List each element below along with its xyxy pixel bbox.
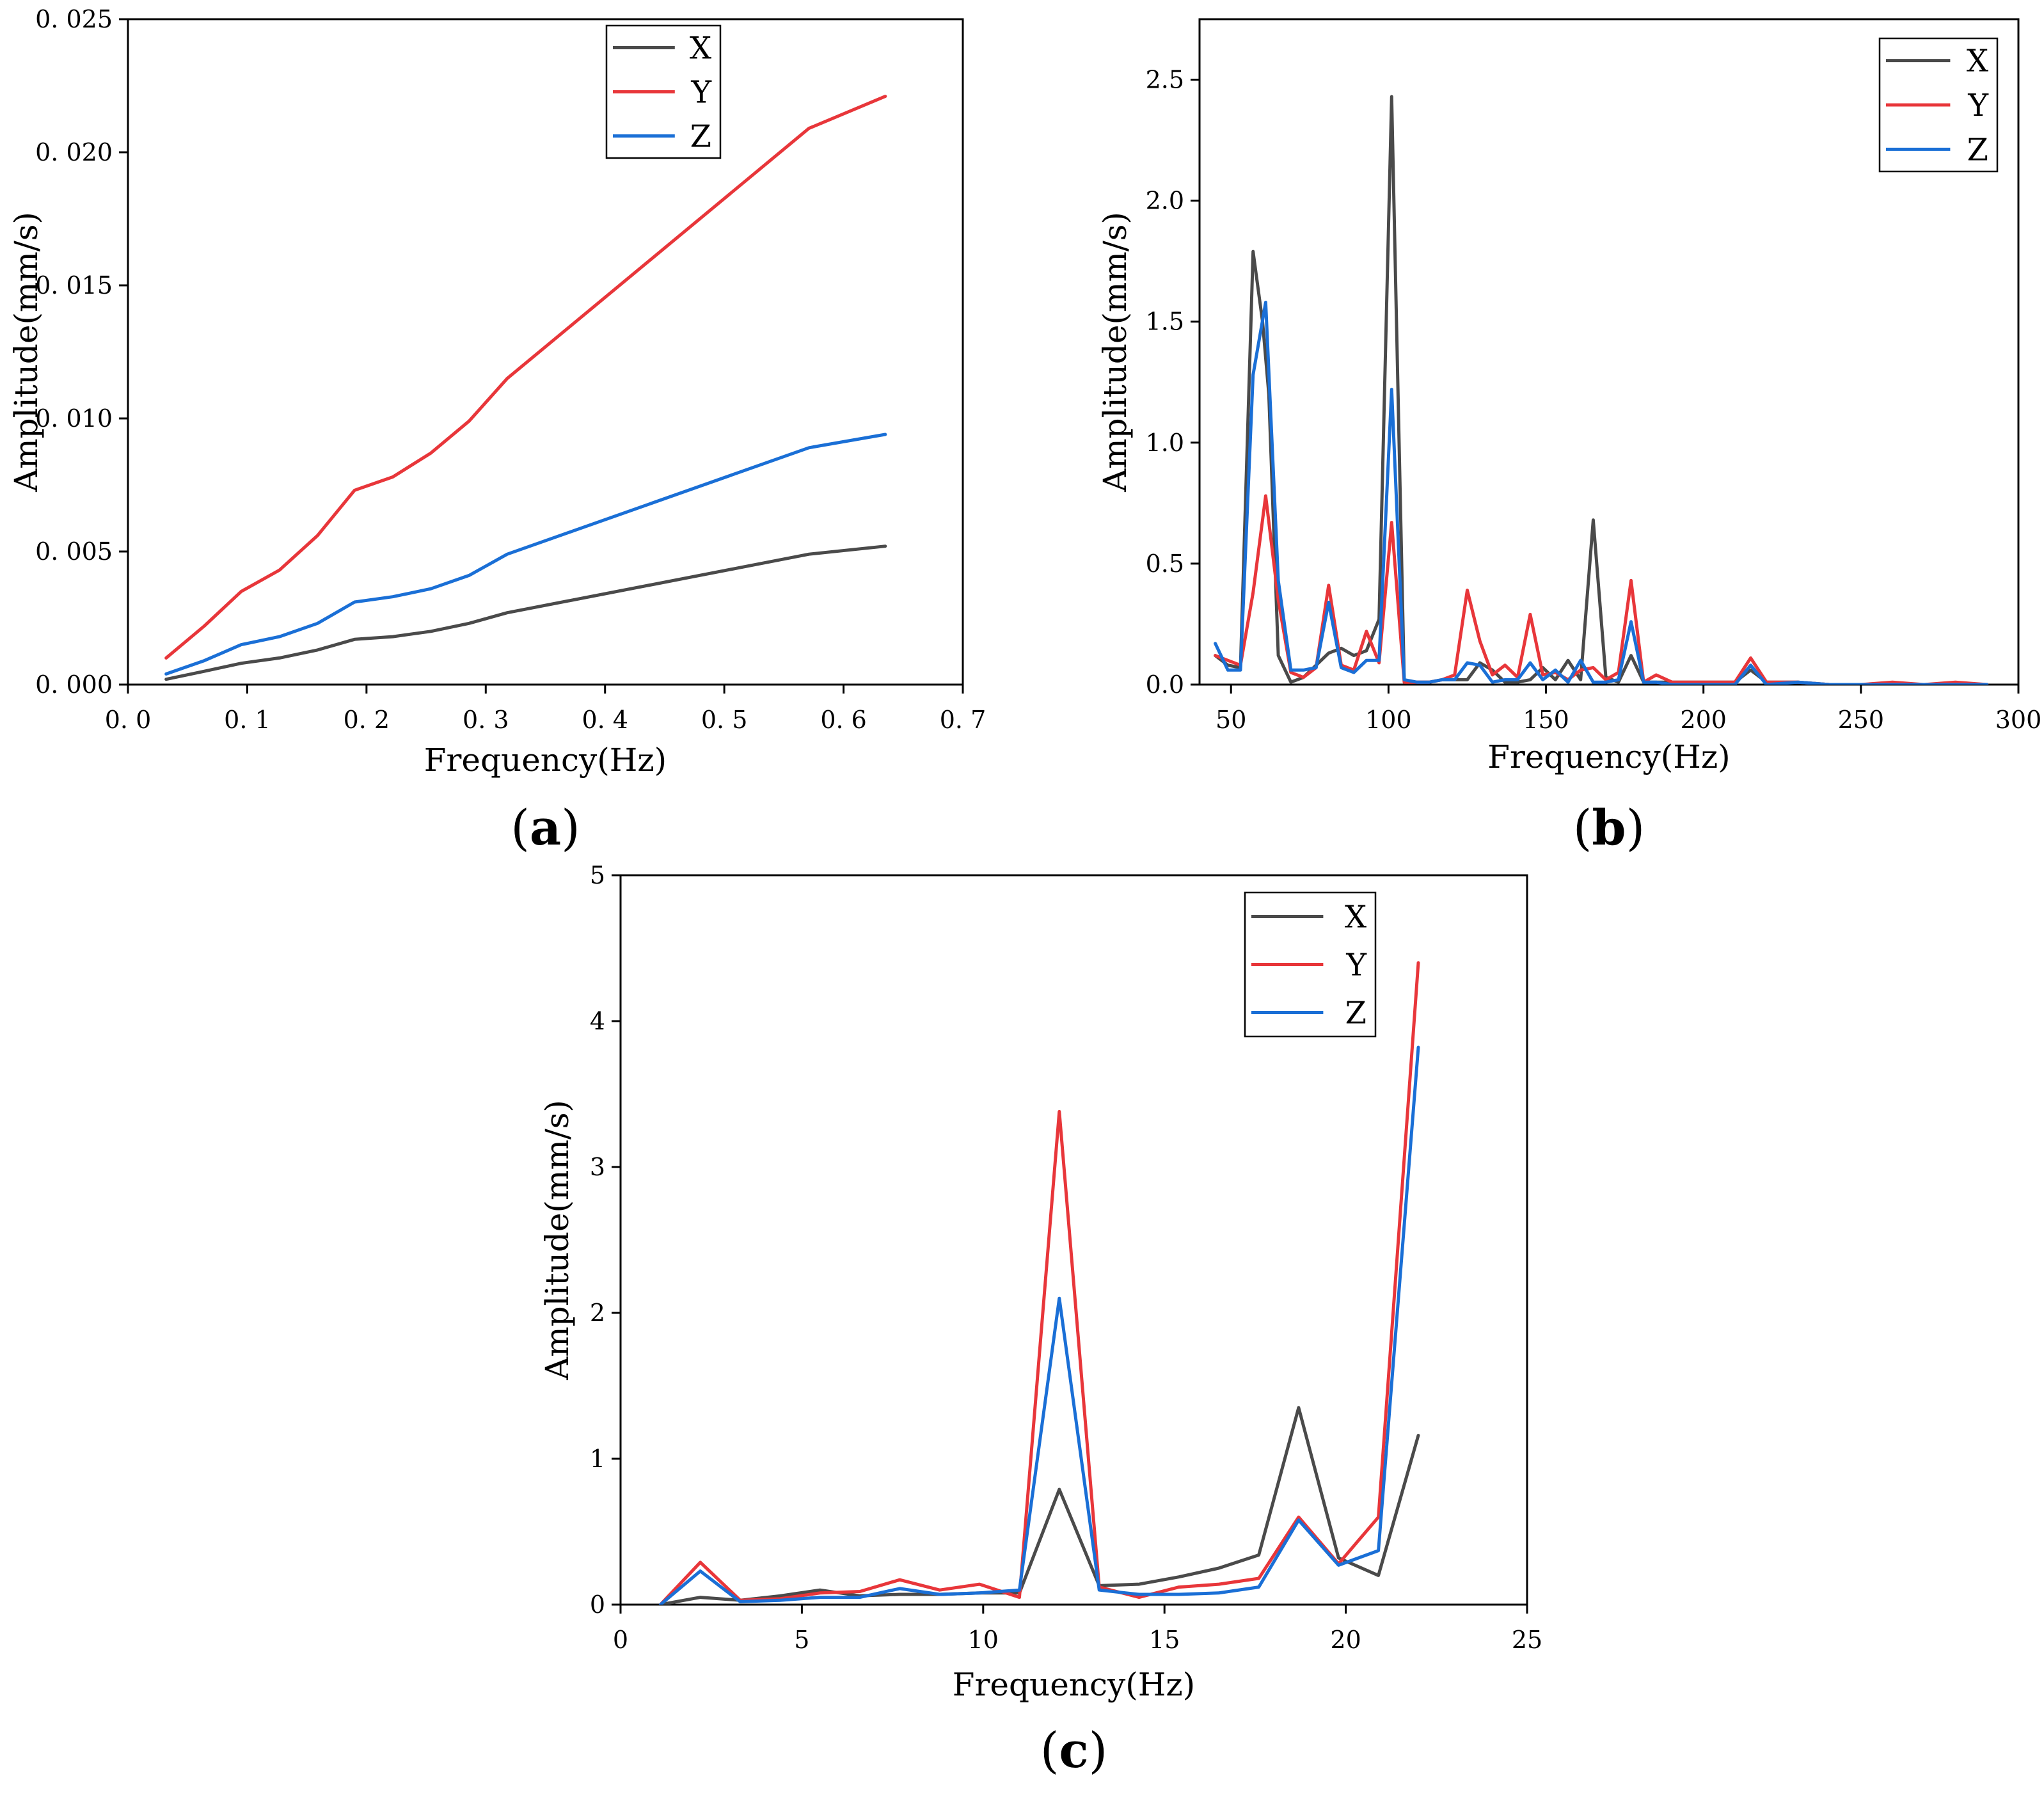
x-tick-label: 0. 3 [463,706,509,734]
series-line-x [658,1406,1420,1605]
legend-label-z: Z [690,119,711,155]
y-tick-label: 0. 015 [35,271,113,299]
y-tick-label: 1.5 [1146,308,1184,336]
panel-label: (c) [1040,1722,1108,1779]
legend-label-x: X [1967,44,1988,79]
y-tick-label: 0. 005 [35,537,113,566]
y-tick-label: 2.0 [1146,187,1184,215]
x-tick-label: 0. 4 [582,706,628,734]
y-tick-label: 0 [590,1591,605,1619]
x-tick-label: 0. 0 [105,706,152,734]
series-line-z [164,433,887,676]
x-tick-label: 0. 2 [344,706,390,734]
series-group [658,961,1420,1605]
legend: XYZ [1244,891,1377,1038]
x-tick-label: 10 [968,1626,999,1654]
legend: XYZ [1878,37,1999,173]
x-tick-label: 0. 1 [224,706,271,734]
series-line-y [658,961,1420,1605]
y-axis-title: Amplitude(mm/s) [539,1100,576,1381]
x-tick-label: 250 [1838,706,1885,734]
x-tick-label: 150 [1523,706,1569,734]
x-tick-label: 0. 5 [701,706,748,734]
y-tick-label: 2 [590,1299,605,1327]
series-group [1214,95,1989,685]
x-tick-label: 0. 6 [820,706,867,734]
x-axis-title: Frequency(Hz) [953,1666,1195,1703]
series-line-x [164,544,887,681]
plot-frame [127,18,964,686]
y-tick-label: 0.5 [1146,550,1184,578]
x-tick-label: 300 [1995,706,2042,734]
series-line-z [1214,301,1989,685]
y-tick-label: 0. 000 [35,671,113,699]
series-line-z [658,1045,1420,1605]
x-tick-label: 0 [613,1626,628,1654]
legend-label-y: Y [690,75,712,111]
x-tick-label: 100 [1365,706,1412,734]
y-tick-label: 5 [590,861,605,889]
y-tick-label: 3 [590,1153,605,1181]
y-tick-label: 0. 010 [35,404,113,433]
legend-label-x: X [1345,900,1367,935]
x-tick-label: 200 [1680,706,1727,734]
y-tick-label: 0.0 [1146,671,1184,699]
x-tick-label: 5 [794,1626,809,1654]
y-tick-label: 0. 020 [35,138,113,166]
y-axis-title: Amplitude(mm/s) [1097,212,1134,493]
x-axis-title: Frequency(Hz) [424,742,667,779]
x-tick-label: 20 [1330,1626,1361,1654]
x-tick-label: 25 [1512,1626,1542,1654]
y-axis-title: Amplitude(mm/s) [8,212,45,493]
x-axis-title: Frequency(Hz) [1487,738,1730,775]
chart-panel-b: 50 100 150 200 250 300 0.0 0.5 1.0 1.5 2.0 2.5 Frequ… [1097,18,2042,856]
legend-label-y: Y [1345,948,1367,983]
legend-label-x: X [690,31,711,67]
chart-panel-a: 0. 0 0. 1 0. 2 0. 3 0. 4 0. 5 0. 6 0. 7 0. 000 0.… [8,5,986,856]
legend-label-y: Y [1967,88,1989,123]
legend: XYZ [605,24,722,159]
x-tick-label: 15 [1149,1626,1180,1654]
y-tick-label: 0. 025 [35,5,113,33]
series-line-y [164,95,887,660]
chart-panel-c: 0 5 10 15 20 25 0 1 2 3 4 5 Frequency(Hz) Amplitude(m… [539,861,1542,1779]
y-tick-label: 2.5 [1146,66,1184,94]
panel-label: (b) [1573,799,1645,856]
x-tick-label: 50 [1216,706,1246,734]
x-tick-label: 0. 7 [940,706,986,734]
plot-frame [619,874,1528,1606]
legend-label-z: Z [1967,132,1988,168]
plot-frame [1198,18,2020,686]
series-line-y [1214,494,1989,685]
y-tick-label: 4 [590,1007,605,1035]
legend-label-z: Z [1345,996,1367,1031]
series-group [164,95,887,681]
y-tick-label: 1.0 [1146,429,1184,457]
panel-label: (a) [511,799,580,856]
y-tick-label: 1 [590,1445,605,1473]
